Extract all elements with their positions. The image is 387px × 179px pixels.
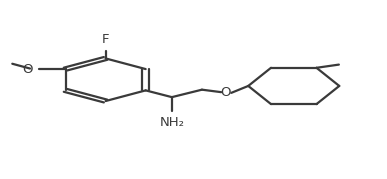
Text: O: O — [22, 63, 33, 76]
Text: O: O — [221, 86, 231, 99]
Text: NH₂: NH₂ — [159, 116, 184, 129]
Text: F: F — [102, 33, 110, 46]
